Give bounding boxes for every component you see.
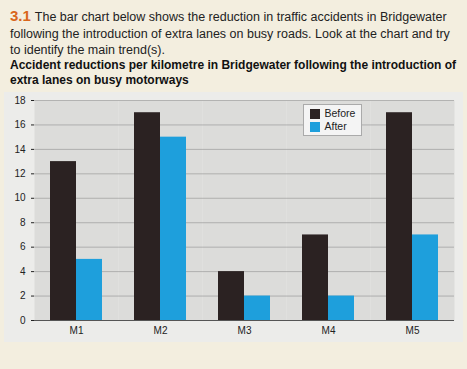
html-text:3.1 The bar chart below shows: 3.1 The bar chart below shows the reduct… <box>10 7 450 57</box>
svg-text:18: 18 <box>14 95 26 106</box>
svg-text:12: 12 <box>14 168 26 179</box>
html-text:Accident reductions per kilome: Accident reductions per kilometre in Bri… <box>10 58 456 87</box>
svg-text:M2: M2 <box>154 325 168 336</box>
svg-text:4: 4 <box>20 266 26 277</box>
svg-text:M4: M4 <box>322 325 336 336</box>
svg-text:M1: M1 <box>70 325 84 336</box>
svg-text:2: 2 <box>20 290 26 301</box>
svg-text:M5: M5 <box>406 325 420 336</box>
svg-text:16: 16 <box>14 119 26 130</box>
svg-text:14: 14 <box>14 144 26 155</box>
svg-text:0: 0 <box>20 315 26 326</box>
svg-text:10: 10 <box>14 192 26 203</box>
html-text:Before: Before <box>324 107 356 119</box>
svg-text:6: 6 <box>20 241 26 252</box>
html-text:After: After <box>324 120 347 132</box>
svg-text:M3: M3 <box>238 325 252 336</box>
svg-text:8: 8 <box>20 217 26 228</box>
